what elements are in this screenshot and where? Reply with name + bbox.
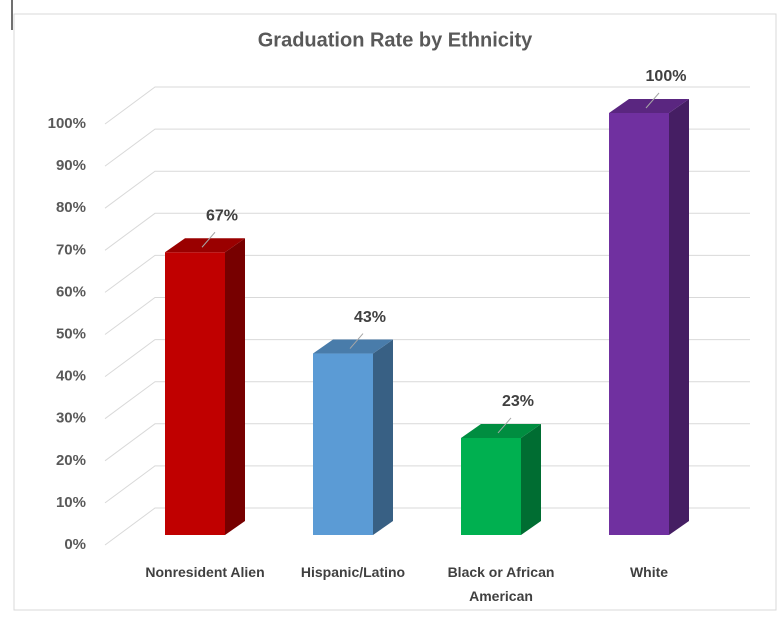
leader-line	[201, 231, 216, 248]
bar-front	[313, 353, 373, 535]
value-label: 43%	[354, 309, 386, 326]
value-label: 23%	[502, 393, 534, 410]
bar-top	[313, 339, 393, 354]
leader-line	[645, 92, 660, 109]
chart-title: Graduation Rate by Ethnicity	[258, 29, 533, 51]
bar-side	[669, 99, 689, 535]
x-tick-label: Hispanic/Latino	[300, 564, 406, 580]
y-tick-label: 30%	[56, 410, 86, 427]
grid-line	[104, 86, 750, 125]
y-tick-label: 80%	[56, 199, 86, 216]
bar-top	[165, 238, 245, 253]
y-tick-label: 0%	[64, 536, 86, 553]
grid-line	[104, 507, 750, 546]
y-tick-label: 70%	[56, 241, 86, 258]
leader-line	[497, 417, 512, 434]
x-tick-label: Nonresident Alien	[145, 564, 265, 580]
grid-line	[104, 465, 750, 504]
y-tick-label: 60%	[56, 283, 86, 300]
y-tick-label: 20%	[56, 452, 86, 469]
y-tick-label: 50%	[56, 325, 86, 342]
y-tick-label: 100%	[48, 115, 86, 132]
grid-line	[104, 423, 750, 462]
bar-front	[461, 437, 521, 535]
grid-line	[104, 254, 750, 293]
grid-line	[104, 297, 750, 335]
value-label: 67%	[206, 207, 238, 224]
grid-line	[104, 128, 750, 167]
y-tick-label: 10%	[56, 494, 86, 511]
bar-side	[521, 423, 541, 535]
grid-line	[104, 381, 750, 420]
x-tick-label: Black or African American	[447, 564, 555, 604]
leader-line	[349, 333, 364, 349]
grid-line	[104, 170, 750, 209]
grid-line	[104, 212, 750, 251]
y-tick-label: 40%	[56, 368, 86, 385]
bar-top	[461, 423, 541, 438]
value-label: 100%	[646, 68, 687, 85]
y-tick-label: 90%	[56, 157, 86, 174]
grid-line	[104, 339, 750, 378]
bar-top	[609, 99, 689, 113]
bar-side	[225, 238, 245, 535]
bar-front	[165, 252, 225, 535]
x-tick-label: White	[629, 564, 669, 580]
bar-side	[373, 339, 393, 535]
bar-front	[609, 113, 669, 535]
